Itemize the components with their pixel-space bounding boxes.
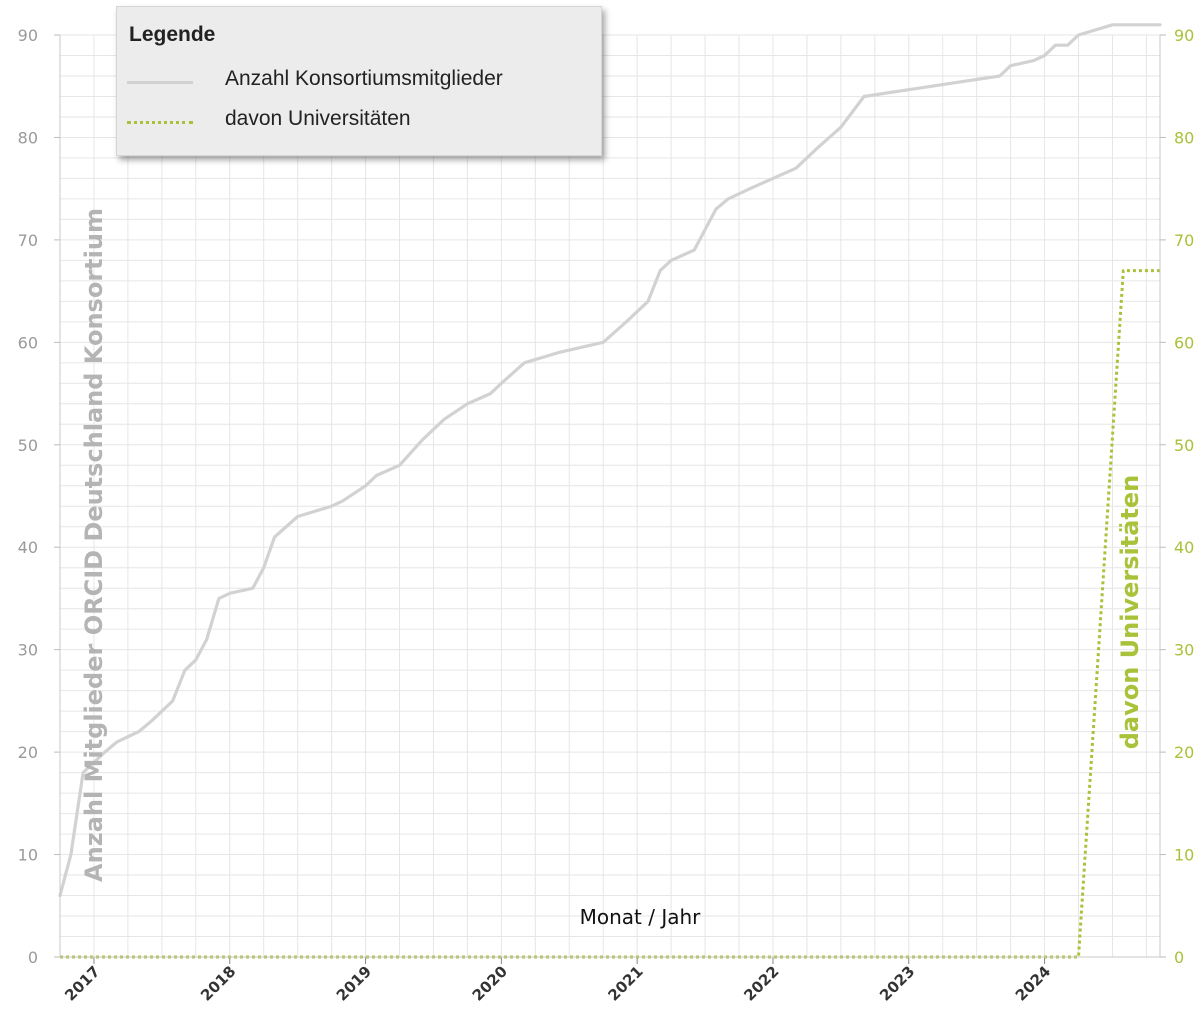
- series-lines: [58, 23, 1162, 959]
- x-tick-label: 2024: [1012, 962, 1054, 1004]
- grid: [59, 34, 1160, 958]
- y-tick-label-right: 60: [1174, 333, 1194, 352]
- y-tick-label-left: 90: [18, 26, 38, 45]
- y-tick-label-left: 30: [18, 641, 38, 660]
- y-tick-label-right: 0: [1174, 948, 1184, 967]
- x-axis-ticks: 2017 2018 2019 2020 2021 2022 2023 2024: [61, 957, 1054, 1005]
- legend-swatch-members: [127, 81, 193, 84]
- x-tick-label: 2019: [333, 962, 375, 1004]
- y-tick-label-right: 90: [1174, 26, 1194, 45]
- y-axis-label-right: davon Universitäten: [1116, 475, 1144, 750]
- x-tick-label: 2020: [469, 962, 511, 1004]
- y-tick-label-left: 70: [18, 231, 38, 250]
- y-tick-label-right: 10: [1174, 846, 1194, 865]
- x-tick-label: 2022: [740, 962, 782, 1004]
- y-tick-label-left: 10: [18, 846, 38, 865]
- legend-swatch-universities: [127, 121, 193, 124]
- x-tick-label: 2017: [61, 962, 103, 1004]
- legend-label-members: Anzahl Konsortiumsmitglieder: [225, 67, 503, 90]
- right-axis-ticks: 0 10 20 30 40 50 60 70 80 90: [1160, 26, 1194, 967]
- y-tick-label-right: 30: [1174, 641, 1194, 660]
- x-tick-label: 2023: [876, 962, 918, 1004]
- y-tick-label-right: 40: [1174, 538, 1194, 557]
- legend-title: Legende: [129, 23, 216, 46]
- y-tick-label-right: 50: [1174, 436, 1194, 455]
- y-tick-label-left: 80: [18, 128, 38, 147]
- y-tick-label-right: 80: [1174, 128, 1194, 147]
- left-axis-ticks: 0 10 20 30 40 50 60 70 80 90: [18, 26, 60, 967]
- y-tick-label-right: 20: [1174, 743, 1194, 762]
- x-tick-label: 2021: [605, 962, 647, 1004]
- y-tick-label-left: 20: [18, 743, 38, 762]
- x-tick-label: 2018: [197, 962, 239, 1004]
- legend: Legende Anzahl Konsortiumsmitglieder dav…: [116, 6, 602, 156]
- legend-label-universities: davon Universitäten: [225, 107, 411, 130]
- legend-item-members: Anzahl Konsortiumsmitglieder: [127, 67, 597, 97]
- y-tick-label-right: 70: [1174, 231, 1194, 250]
- x-axis-label: Monat / Jahr: [580, 905, 702, 929]
- y-tick-label-left: 0: [28, 948, 38, 967]
- y-tick-label-left: 50: [18, 436, 38, 455]
- y-axis-label-left: Anzahl Mitglieder ORCID Deutschland Kons…: [80, 208, 108, 882]
- legend-item-universities: davon Universitäten: [127, 107, 597, 137]
- y-tick-label-left: 40: [18, 538, 38, 557]
- series-line-universities: [60, 269, 1160, 959]
- y-tick-label-left: 60: [18, 333, 38, 352]
- series-line-members: [58, 23, 1162, 898]
